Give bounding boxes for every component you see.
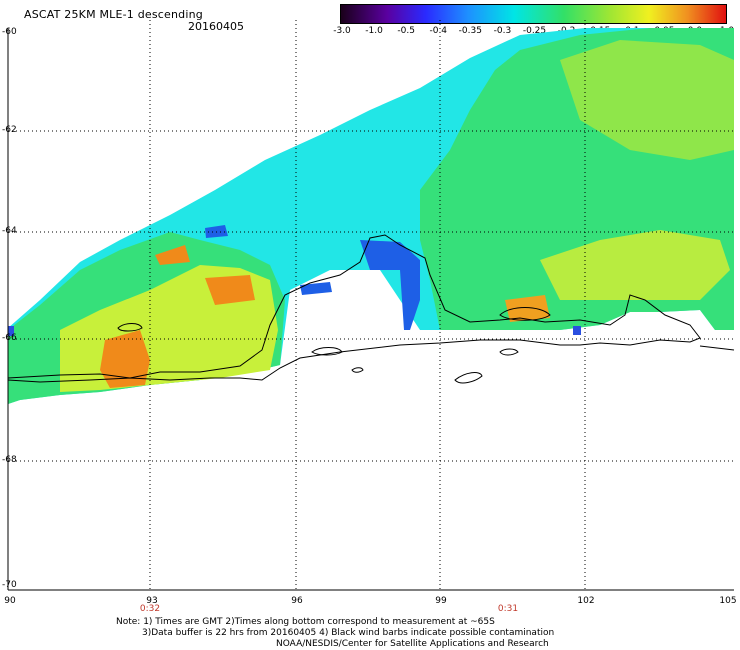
swath-orange-3 — [155, 245, 190, 265]
lon-label: 90 — [4, 596, 16, 606]
coastline — [7, 234, 735, 384]
swath-orange-4 — [505, 295, 550, 322]
lat-label: -60 — [2, 27, 17, 37]
colorbar-tick-label: -3.0 — [333, 26, 351, 36]
graticule — [8, 20, 734, 590]
colorbar-tick-label: -0.25 — [522, 26, 547, 36]
lat-label: -68 — [2, 455, 17, 465]
lon-label: 96 — [291, 596, 303, 606]
colorbar-tick-label: -1.0 — [365, 26, 383, 36]
swath-blue-5 — [8, 326, 14, 336]
time-label: 0:31 — [497, 604, 519, 614]
footnotes: Note: 1) Times are GMT 2)Times along bot… — [116, 617, 554, 650]
swath-blue-3 — [300, 282, 332, 295]
swath-lime-north — [560, 40, 734, 160]
colorbar-tick-label: -0.5 — [397, 26, 415, 36]
lon-label: 102 — [577, 596, 595, 606]
map-frame — [7, 28, 734, 591]
lon-label: 105 — [719, 596, 737, 606]
swath-orange-1 — [100, 330, 150, 388]
colorbar-tick-label: -0.4 — [429, 26, 448, 36]
lat-label: -66 — [2, 333, 17, 343]
lat-label: -70 — [2, 580, 17, 590]
lat-label: -64 — [2, 226, 17, 236]
colorbar-tick-label: -0.3 — [493, 26, 512, 36]
swath-blue-1 — [360, 240, 420, 330]
colorbar — [340, 4, 727, 24]
backscatter-swath — [8, 28, 734, 404]
lat-label: -62 — [2, 125, 17, 135]
note-line-3: NOAA/NESDIS/Center for Satellite Applica… — [276, 639, 549, 649]
lon-label: 93 — [146, 596, 158, 606]
lon-label: 99 — [435, 596, 447, 606]
swath-blue-4 — [573, 326, 581, 335]
note-line-2: 3)Data buffer is 22 hrs from 20160405 4)… — [142, 628, 555, 638]
map-date: 20160405 — [188, 20, 244, 33]
note-line-1: Note: 1) Times are GMT 2)Times along bot… — [116, 617, 495, 627]
swath-orange-2 — [205, 275, 255, 305]
colorbar-tick-label: -0.35 — [458, 26, 482, 36]
map-title: ASCAT 25KM MLE-1 descending — [24, 8, 203, 21]
swath-yellow-east — [540, 230, 730, 300]
time-label: 0:32 — [139, 604, 161, 614]
